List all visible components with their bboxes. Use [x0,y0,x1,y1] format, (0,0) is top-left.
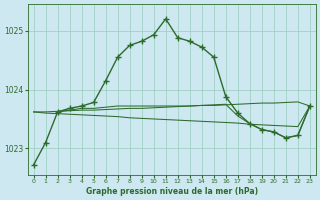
X-axis label: Graphe pression niveau de la mer (hPa): Graphe pression niveau de la mer (hPa) [86,187,258,196]
